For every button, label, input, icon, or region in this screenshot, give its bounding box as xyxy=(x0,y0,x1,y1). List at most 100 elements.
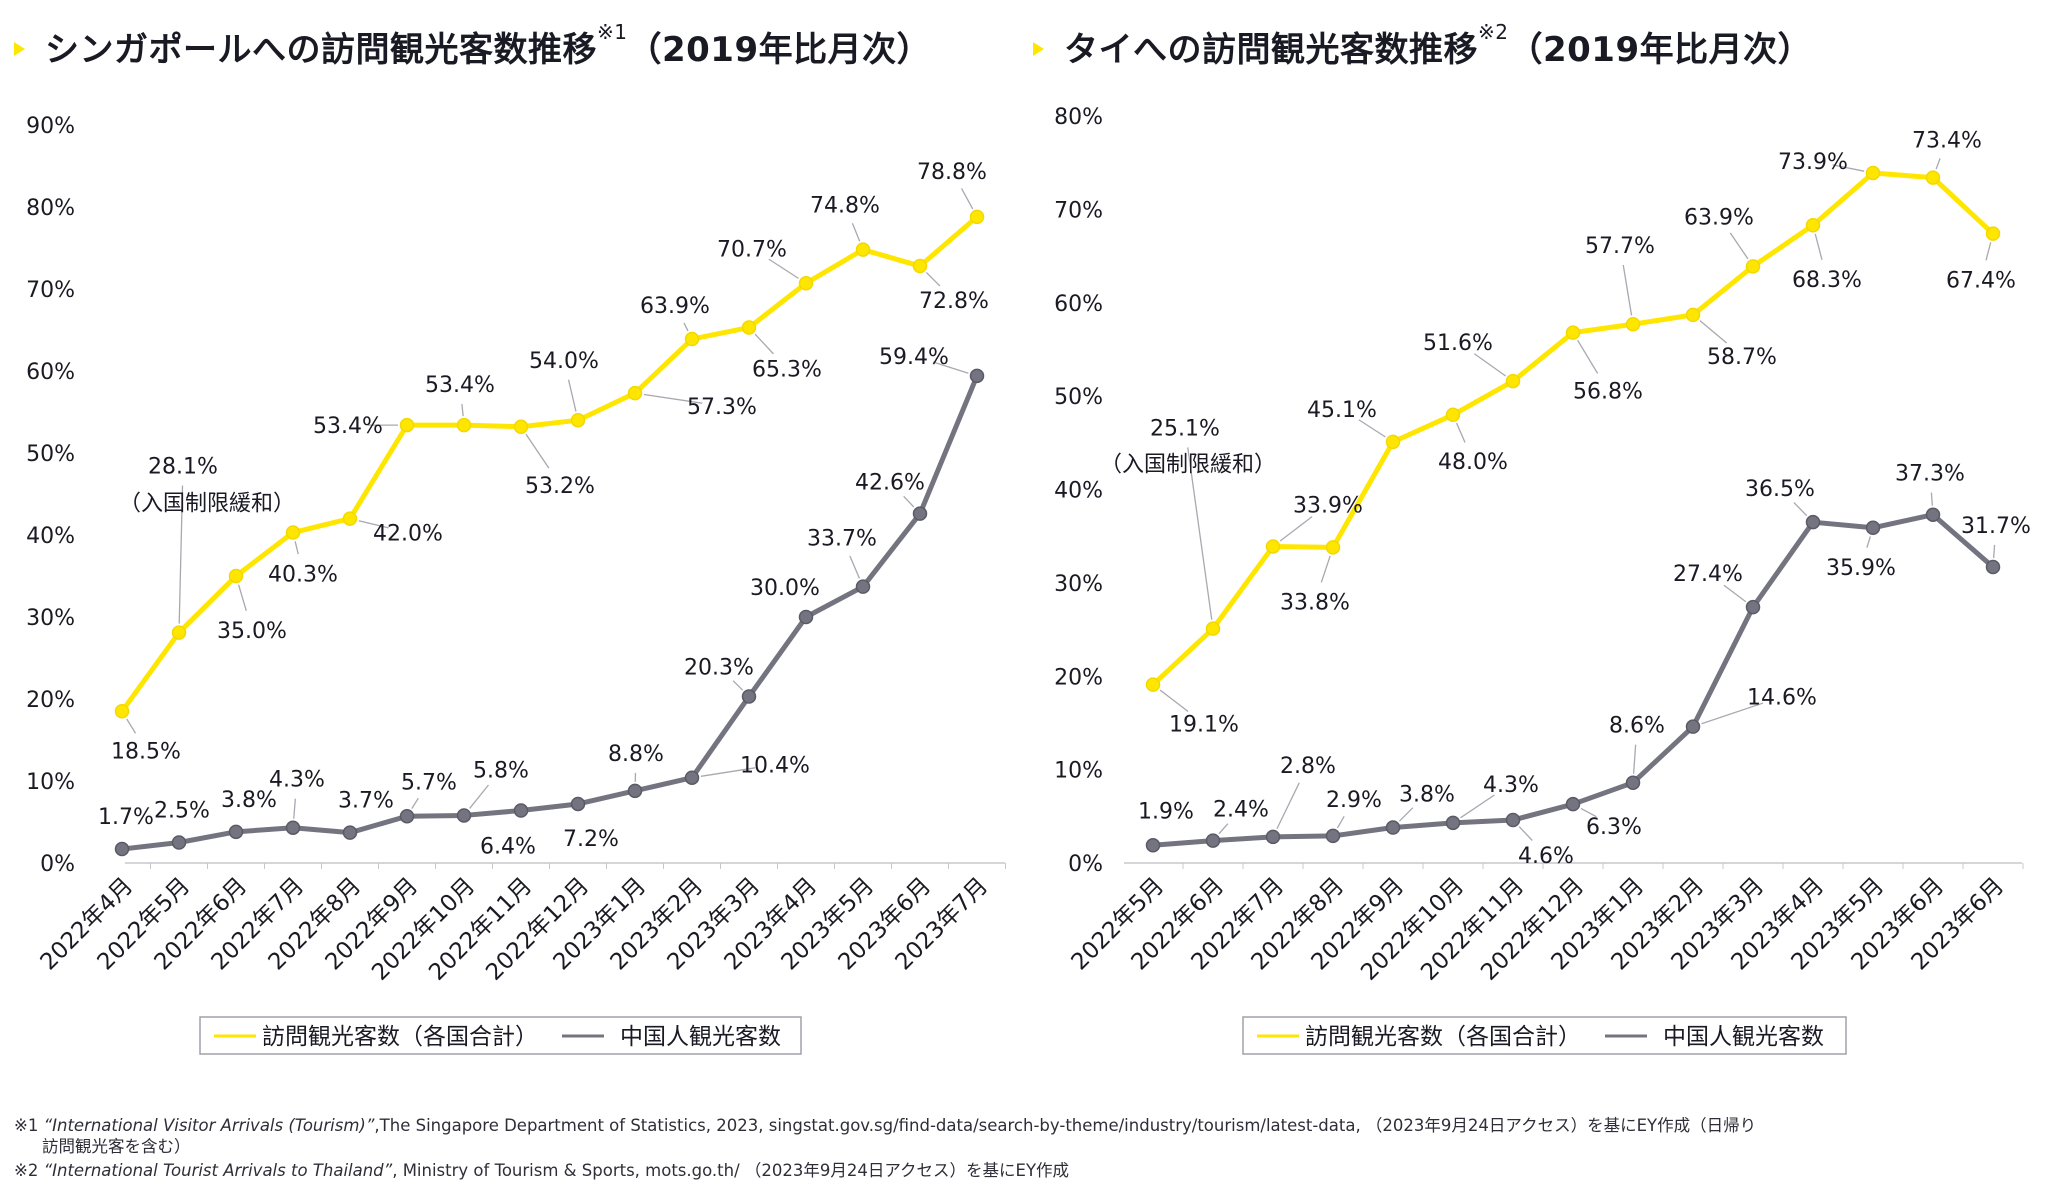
y-tick-label: 50% xyxy=(26,442,75,467)
y-tick-label: 70% xyxy=(26,278,75,303)
y-tick-label: 0% xyxy=(1068,852,1103,877)
chart-title-singapore: シンガポールへの訪問観光客数推移※1（2019年比月次） xyxy=(14,20,932,71)
footnote-text: 訪問観光客を含む） xyxy=(42,1137,191,1156)
annotation-label: （入国制限緩和） xyxy=(119,492,295,517)
data-point xyxy=(627,385,643,401)
triangle-bullet-icon xyxy=(1033,41,1044,56)
data-point xyxy=(1565,325,1581,340)
y-tick-label: 0% xyxy=(40,852,75,877)
series-line-0 xyxy=(119,214,979,713)
leader-line xyxy=(768,258,799,279)
leader-line xyxy=(1187,447,1213,620)
data-label: 68.3% xyxy=(1792,268,1862,293)
data-point xyxy=(1745,259,1761,274)
leader-line xyxy=(1518,826,1533,841)
data-label: 72.8% xyxy=(919,289,989,314)
data-point xyxy=(1745,599,1761,615)
y-tick-label: 70% xyxy=(1054,198,1103,223)
data-point xyxy=(912,258,928,274)
data-label: 73.9% xyxy=(1778,150,1848,175)
data-point xyxy=(1565,796,1581,812)
series-line-1 xyxy=(121,374,980,852)
title-text: シンガポールへの訪問観光客数推移 xyxy=(45,30,597,70)
data-label: 63.9% xyxy=(1684,205,1754,230)
data-label: 36.5% xyxy=(1745,477,1815,502)
leader-line xyxy=(1701,702,1764,725)
leader-line xyxy=(1218,823,1229,835)
footnote-1-cont: 訪問観光客を含む） xyxy=(42,1133,191,1157)
data-point xyxy=(285,820,301,835)
footnote-text: ,The Singapore Department of Statistics,… xyxy=(374,1116,1757,1135)
leader-line xyxy=(525,433,550,469)
data-label: 45.1% xyxy=(1307,398,1377,423)
y-tick-label: 10% xyxy=(1054,759,1103,784)
line-chart-1: 0%10%20%30%40%50%60%70%80%2022年5月2022年6月… xyxy=(1054,105,2031,1055)
y-tick-label: 60% xyxy=(1054,292,1103,317)
data-label: 3.8% xyxy=(1399,783,1455,808)
data-label: 65.3% xyxy=(752,358,822,383)
y-tick-label: 40% xyxy=(26,524,75,549)
legend: 訪問観光客数（各国合計） 中国人観光客数 xyxy=(199,1016,802,1055)
leader-line xyxy=(643,393,703,404)
data-point xyxy=(1385,434,1401,450)
data-point xyxy=(1445,815,1461,831)
chart-title-thailand: タイへの訪問観光客数推移※2（2019年比月次） xyxy=(1033,20,1812,71)
data-label: 59.4% xyxy=(879,345,949,370)
data-point xyxy=(798,609,814,625)
data-point xyxy=(1865,165,1881,181)
y-tick-label: 80% xyxy=(26,196,75,221)
data-label: 25.1% xyxy=(1150,417,1220,442)
data-point xyxy=(798,276,814,291)
data-label: 4.3% xyxy=(1483,773,1539,798)
annotation-label: （入国制限緩和） xyxy=(1100,453,1276,478)
footnote-source: “International Visitor Arrivals (Tourism… xyxy=(43,1116,375,1135)
data-label: 33.7% xyxy=(807,527,877,552)
leader-line xyxy=(925,271,941,287)
data-label: 6.4% xyxy=(480,835,536,860)
leader-line xyxy=(178,485,184,624)
data-point xyxy=(1445,407,1461,423)
title-note: ※2 xyxy=(1478,20,1509,44)
leader-line xyxy=(1832,164,1865,172)
data-label: 33.8% xyxy=(1280,590,1350,615)
leader-line xyxy=(1473,353,1507,377)
data-point xyxy=(627,783,643,799)
leader-line xyxy=(932,361,969,374)
footnote-source: “International Tourist Arrivals to Thail… xyxy=(43,1161,393,1180)
data-label: 5.7% xyxy=(401,770,457,795)
data-point xyxy=(171,835,187,850)
footnote-2: ※2 “International Tourist Arrivals to Th… xyxy=(14,1157,1069,1181)
legend-label: 訪問観光客数（各国合計） xyxy=(262,1024,538,1050)
leader-line xyxy=(732,680,744,691)
y-tick-label: 90% xyxy=(26,114,75,139)
data-label: 31.7% xyxy=(1961,514,2031,539)
data-point xyxy=(1805,514,1821,530)
leader-line xyxy=(1398,807,1414,822)
leader-line xyxy=(700,767,756,777)
data-point xyxy=(1805,217,1821,233)
legend-label: 中国人観光客数 xyxy=(1663,1024,1824,1050)
leader-line xyxy=(1460,794,1495,819)
legend: 訪問観光客数（各国合計） 中国人観光客数 xyxy=(1242,1016,1847,1055)
data-point xyxy=(741,320,757,335)
data-label: 53.2% xyxy=(525,474,595,499)
leader-line xyxy=(1358,419,1386,438)
data-label: 53.4% xyxy=(313,414,383,439)
y-tick-label: 50% xyxy=(1054,385,1103,410)
leader-line xyxy=(754,333,774,355)
data-label: 4.6% xyxy=(1518,844,1574,869)
data-point xyxy=(1685,719,1701,734)
data-point xyxy=(513,419,529,435)
data-label: 2.4% xyxy=(1213,798,1269,823)
data-label: 2.8% xyxy=(1280,754,1336,779)
data-label: 51.6% xyxy=(1423,331,1493,356)
data-point xyxy=(1865,520,1881,536)
title-text: タイへの訪問観光客数推移 xyxy=(1064,30,1478,70)
leader-line xyxy=(1814,233,1823,261)
data-label: 53.4% xyxy=(425,373,495,398)
data-label: 73.4% xyxy=(1912,129,1982,154)
title-suffix: （2019年比月次） xyxy=(627,30,932,70)
data-point xyxy=(1145,838,1161,853)
leader-line xyxy=(1336,815,1345,829)
